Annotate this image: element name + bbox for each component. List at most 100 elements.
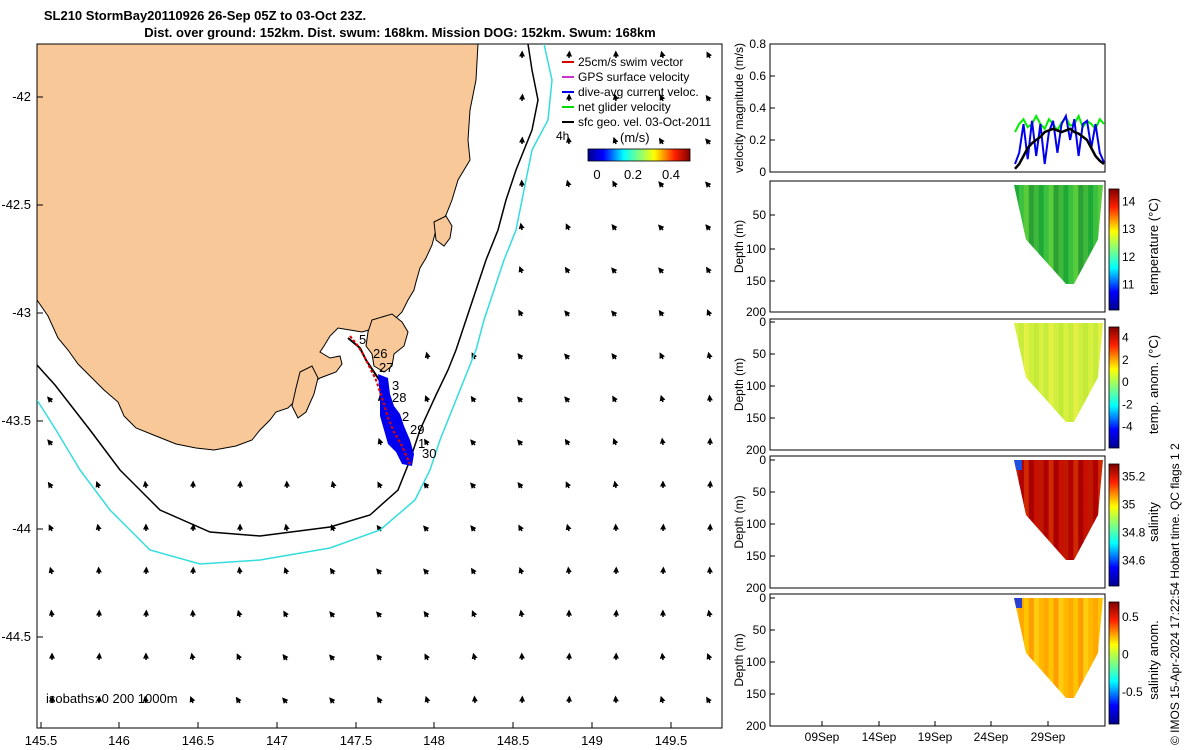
velocity-arrow [658, 267, 665, 274]
heatmap-column [1083, 185, 1089, 284]
heatmap-column [1068, 598, 1074, 698]
lon-tick-label: 147 [266, 733, 288, 748]
heatmap-column [1048, 598, 1055, 698]
velocity-arrow [517, 439, 524, 446]
velocity-arrow [658, 224, 665, 231]
x-tick-label: 14Sep [862, 730, 897, 744]
isobath-200m [37, 44, 539, 537]
x-tick-label: 09Sep [805, 730, 840, 744]
velocity-arrow [95, 481, 102, 489]
land-tasman-peninsula [365, 313, 409, 373]
velocity-arrow [470, 439, 477, 446]
heatmap-column [1063, 323, 1069, 422]
legend-entry: 25cm/s swim vector [578, 55, 683, 69]
heatmap-column [1043, 460, 1050, 560]
velocity-arrow [564, 396, 571, 403]
velocity-arrow [471, 652, 478, 661]
colorbar-tick-label: 35 [1122, 497, 1136, 511]
velocity-arrow [564, 353, 571, 360]
panel-colorbar [1108, 463, 1120, 587]
y-tick-label: 50 [753, 208, 767, 222]
velocity-arrow [612, 395, 618, 403]
velocity-arrow [424, 653, 430, 661]
velocity-arrow [47, 481, 54, 489]
series-line [1014, 112, 1105, 165]
colorbar-tick-label: 4 [1122, 331, 1129, 345]
scale-label: 4h [556, 129, 569, 143]
heatmap-column [1033, 323, 1040, 422]
colorbar-tick-label: 12 [1122, 250, 1136, 264]
panel-2: 0 50 100 150 200 Depth (m) 4 2 0 -2 -4 temp. anom. … [732, 315, 1161, 457]
velocity-arrow [377, 437, 384, 446]
heatmap-column [1093, 598, 1099, 698]
heatmap-column [1023, 460, 1030, 560]
velocity-arrow [48, 524, 55, 532]
heatmap-column [1093, 460, 1099, 560]
lon-tick-label: 148 [423, 733, 445, 748]
velocity-arrow [612, 93, 619, 102]
lat-tick-label: -42 [12, 89, 31, 104]
velocity-arrow [658, 137, 665, 145]
colorbar-tick-label: 34.6 [1122, 553, 1146, 567]
lat-tick-label: -44.5 [1, 629, 31, 644]
velocity-arrow [518, 524, 524, 532]
legend-entry: net glider velocity [578, 100, 671, 114]
panel-colorbar [1108, 188, 1120, 311]
velocity-arrow [424, 438, 430, 446]
heatmap-column [1083, 460, 1089, 560]
velocity-arrow [283, 523, 290, 532]
velocity-arrow [517, 396, 524, 403]
colorbar-tick-label: -2 [1122, 397, 1133, 411]
isobaths-label: isobaths: 0 200 1000m [46, 691, 178, 706]
heatmap-column [1053, 598, 1059, 698]
swim-vectors [349, 335, 411, 465]
velocity-arrow [470, 567, 477, 575]
heatmap-column [1078, 323, 1084, 422]
heatmap-column [1053, 323, 1059, 422]
velocity-arrow [659, 394, 666, 403]
colorbar-tick-label: 11 [1122, 278, 1135, 292]
velocity-arrow [423, 610, 430, 618]
velocity-arrow [659, 437, 666, 446]
panel-colorbar [1108, 326, 1120, 449]
velocity-arrow [565, 223, 572, 231]
lon-tick-label: 147.5 [340, 733, 373, 748]
y-tick-label: 0.6 [749, 69, 766, 83]
imos-stamp: © IMOS 15-Apr-2024 17:22:54 Hobart time.… [1168, 443, 1182, 745]
velocity-arrow [48, 609, 55, 618]
heatmap-column [1023, 185, 1030, 284]
velocity-arrow [377, 696, 383, 704]
velocity-arrow [329, 654, 336, 661]
velocity-arrow [706, 609, 713, 618]
heatmap-column [1053, 185, 1059, 284]
y-tick-label: 0 [759, 453, 766, 467]
y-tick-label: 200 [746, 305, 766, 319]
velocity-arrow [470, 525, 477, 532]
velocity-arrow [612, 438, 619, 446]
y-tick-label: 100 [746, 242, 766, 256]
heatmap-column [1093, 185, 1099, 284]
legend-entry: GPS surface velocity [578, 70, 689, 84]
velocity-arrow [424, 695, 431, 704]
series-line [1014, 113, 1105, 133]
velocity-arrow [706, 266, 712, 274]
colorbar-tick-label: 0 [1122, 648, 1129, 662]
legend-entry: sfc geo. vel. 03-Oct-2011 [578, 115, 712, 129]
heatmap-column [1038, 598, 1045, 698]
day-label: 29 [410, 422, 424, 437]
velocity-arrow-field [47, 50, 714, 704]
heatmap-column [1033, 185, 1040, 284]
heatmap-column [1088, 185, 1094, 284]
y-tick-label: 0.8 [749, 37, 766, 51]
land-maria-island [433, 215, 453, 247]
velocity-arrow [565, 481, 572, 489]
heatmap-column [1028, 323, 1035, 422]
heatmap-surface-cell [1014, 598, 1022, 608]
velocity-arrow [329, 567, 336, 575]
velocity-arrow [658, 181, 665, 188]
velocity-arrow [471, 695, 478, 704]
